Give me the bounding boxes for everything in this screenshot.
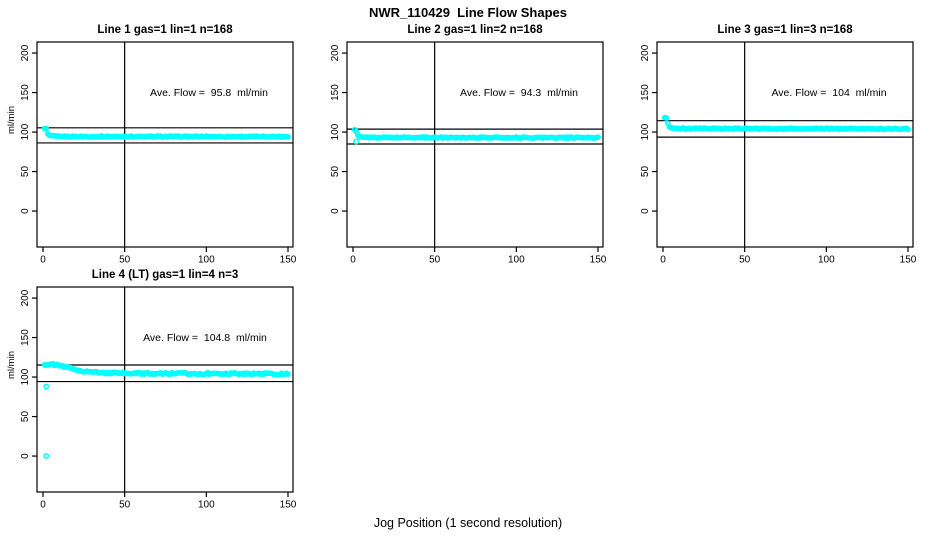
plot-box: [36, 41, 294, 248]
panel-4-title: Line 4 (LT) gas=1 lin=4 n=3: [91, 269, 239, 281]
y-tick-label: 150: [330, 84, 341, 101]
x-tick-label: 100: [818, 255, 835, 266]
y-tick-label: 50: [330, 166, 341, 178]
x-tick-label: 0: [40, 500, 46, 511]
y-tick-label: 150: [20, 84, 31, 101]
panel-2-avg-flow-annotation: Ave. Flow = 94.3 ml/min: [460, 87, 578, 99]
y-tick-label: 50: [20, 411, 31, 423]
x-tick-label: 0: [660, 255, 666, 266]
x-axis-label: Jog Position (1 second resolution): [373, 516, 563, 530]
panel-4-avg-flow-annotation: Ave. Flow = 104.8 ml/min: [143, 332, 267, 344]
y-tick-label: 0: [20, 453, 31, 459]
flow-points-series: [41, 125, 291, 141]
plot-box: [36, 286, 294, 493]
x-tick-label: 50: [429, 255, 441, 266]
x-tick-label: 100: [198, 500, 215, 511]
flow-points-series: [351, 126, 601, 145]
y-tick-label: 100: [20, 368, 31, 385]
x-tick-label: 150: [280, 500, 297, 511]
y-tick-label: 200: [330, 44, 341, 61]
figure-title: NWR_110429 Line Flow Shapes: [369, 5, 567, 20]
y-tick-label: 150: [20, 329, 31, 346]
outlier-point: [43, 383, 50, 390]
panel-3-title: Line 3 gas=1 lin=3 n=168: [717, 24, 853, 36]
x-tick-label: 150: [590, 255, 607, 266]
y-tick-label: 200: [20, 44, 31, 61]
x-tick-label: 150: [900, 255, 917, 266]
y-tick-label: 0: [330, 208, 341, 214]
plot-box: [656, 41, 914, 248]
y-tick-label: 100: [330, 123, 341, 140]
flow-points-series: [661, 114, 911, 133]
y-tick-label: 200: [640, 44, 651, 61]
outlier-point: [353, 138, 360, 145]
x-tick-label: 50: [739, 255, 751, 266]
plot-box: [346, 41, 604, 248]
panel-2-title: Line 2 gas=1 lin=2 n=168: [407, 24, 543, 36]
x-tick-label: 50: [119, 255, 131, 266]
x-tick-label: 0: [350, 255, 356, 266]
x-tick-label: 50: [119, 500, 131, 511]
y-tick-label: 200: [20, 289, 31, 306]
y-tick-label: 50: [640, 166, 651, 178]
panel-3-avg-flow-annotation: Ave. Flow = 104 ml/min: [771, 87, 887, 99]
y-tick-label: 0: [640, 208, 651, 214]
x-tick-label: 100: [198, 255, 215, 266]
y-tick-label: 100: [20, 123, 31, 140]
y-tick-label: 150: [640, 84, 651, 101]
y-tick-label: 100: [640, 123, 651, 140]
x-tick-label: 0: [40, 255, 46, 266]
outlier-point: [43, 453, 50, 460]
flow-points-series: [41, 360, 291, 460]
x-tick-label: 100: [508, 255, 525, 266]
y-tick-label: 50: [20, 166, 31, 178]
x-tick-label: 150: [280, 255, 297, 266]
y-tick-label: 0: [20, 208, 31, 214]
panel-1-avg-flow-annotation: Ave. Flow = 95.8 ml/min: [150, 87, 268, 99]
panel-1-title: Line 1 gas=1 lin=1 n=168: [97, 24, 233, 36]
